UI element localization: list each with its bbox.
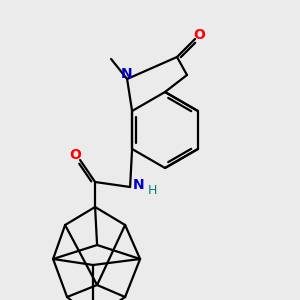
Text: O: O [69,148,81,162]
Text: H: H [147,184,157,197]
Text: O: O [193,28,205,42]
Text: N: N [120,67,132,81]
Text: N: N [132,178,144,192]
